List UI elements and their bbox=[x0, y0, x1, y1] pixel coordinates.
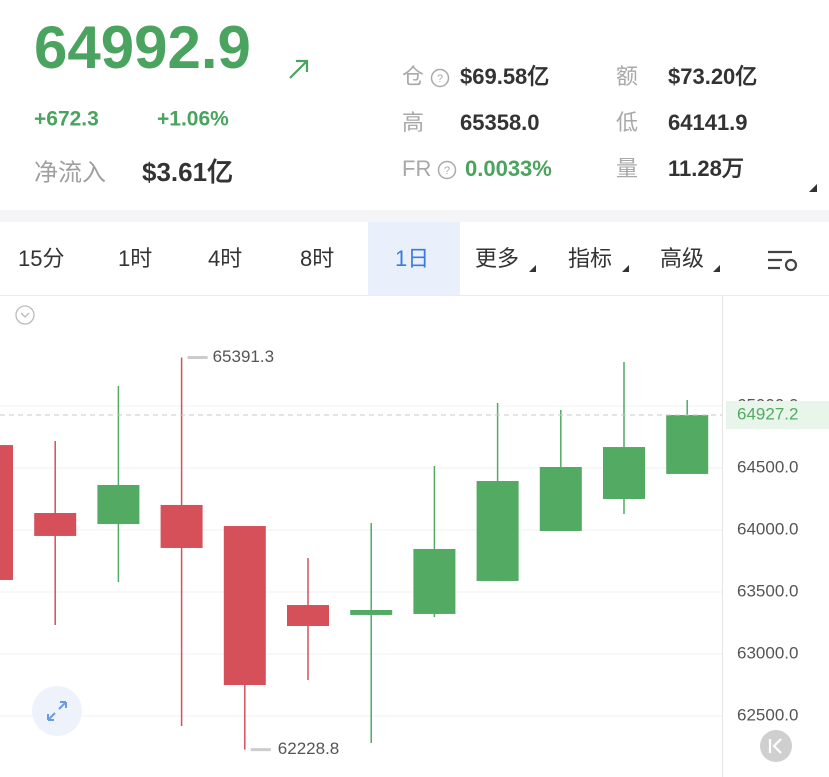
y-tick-label: 64500.0 bbox=[737, 457, 798, 476]
collapse-icon[interactable] bbox=[15, 305, 35, 325]
candle-body bbox=[97, 484, 140, 525]
tab-selected[interactable]: 1日 bbox=[395, 246, 429, 271]
stat-value: $69.58亿 bbox=[460, 64, 549, 89]
info-icon: ? bbox=[437, 160, 457, 180]
stat-value: 0.0033% bbox=[465, 156, 552, 181]
candle-body bbox=[476, 481, 519, 581]
y-tick-label: 64000.0 bbox=[737, 519, 798, 538]
svg-text:?: ? bbox=[444, 165, 450, 177]
candle-body bbox=[539, 467, 582, 531]
candle-body bbox=[350, 609, 393, 615]
price-change-pct: +1.06% bbox=[157, 108, 229, 131]
tab[interactable]: 1时 bbox=[118, 246, 152, 271]
tab[interactable]: 指标 bbox=[568, 246, 612, 271]
stat-value: 11.28万 bbox=[668, 156, 744, 181]
net-inflow-label: 净流入 bbox=[34, 159, 106, 186]
candle-body bbox=[160, 504, 203, 548]
candlestick-chart: 65391.3 62228.8 62500.0 63000.0 63500.0 64000… bbox=[0, 347, 829, 758]
tab[interactable]: 高级 bbox=[660, 246, 704, 271]
timeframe-tabs: 15分 1时 4时 8时 1日 更多 指标 高级 bbox=[18, 246, 704, 271]
stat-label: 额 bbox=[616, 64, 638, 89]
scroll-to-latest-button[interactable] bbox=[760, 730, 792, 762]
candle-body bbox=[603, 447, 645, 499]
svg-text:?: ? bbox=[437, 73, 443, 85]
net-inflow-value: $3.61亿 bbox=[142, 157, 233, 187]
candle-body bbox=[287, 605, 329, 626]
stat-label: 高 bbox=[402, 110, 424, 135]
candle-body bbox=[413, 548, 456, 614]
y-tick-label: 63000.0 bbox=[737, 643, 798, 662]
expand-corner[interactable] bbox=[809, 184, 817, 192]
divider bbox=[0, 210, 829, 222]
stat-value: 65358.0 bbox=[460, 110, 540, 135]
stat-value: 64141.9 bbox=[668, 110, 748, 135]
stat-value: $73.20亿 bbox=[668, 64, 757, 89]
stat-label: 低 bbox=[616, 110, 638, 135]
price-change: +672.3 bbox=[34, 108, 99, 131]
price-tag-label: 64927.2 bbox=[737, 405, 798, 424]
tab[interactable]: 8时 bbox=[300, 246, 334, 271]
tab[interactable]: 15分 bbox=[18, 246, 64, 271]
fullscreen-button[interactable] bbox=[32, 686, 82, 736]
candle-body bbox=[223, 526, 266, 686]
tab[interactable]: 4时 bbox=[208, 246, 242, 271]
y-tick-label: 63500.0 bbox=[737, 581, 798, 600]
min-label: 62228.8 bbox=[278, 739, 339, 758]
price-tag bbox=[726, 401, 829, 430]
chart-settings-icon[interactable] bbox=[768, 250, 798, 272]
tab[interactable]: 更多 bbox=[475, 246, 519, 271]
dropdown-carets bbox=[529, 265, 720, 272]
stat-label: FR bbox=[402, 156, 431, 181]
candle-body bbox=[666, 415, 709, 474]
plot-area: 65391.3 62228.8 bbox=[0, 347, 722, 758]
max-label: 65391.3 bbox=[213, 347, 274, 366]
tab-selected-bg bbox=[368, 222, 460, 295]
stat-label: 量 bbox=[616, 156, 638, 181]
candle-body bbox=[34, 513, 77, 536]
info-icon: ? bbox=[430, 68, 450, 88]
y-tick-label: 62500.0 bbox=[737, 706, 798, 725]
trend-arrow bbox=[289, 59, 309, 79]
candle-body bbox=[0, 445, 13, 580]
last-price: 64992.9 bbox=[34, 14, 251, 81]
stat-label: 仓 bbox=[402, 64, 424, 89]
